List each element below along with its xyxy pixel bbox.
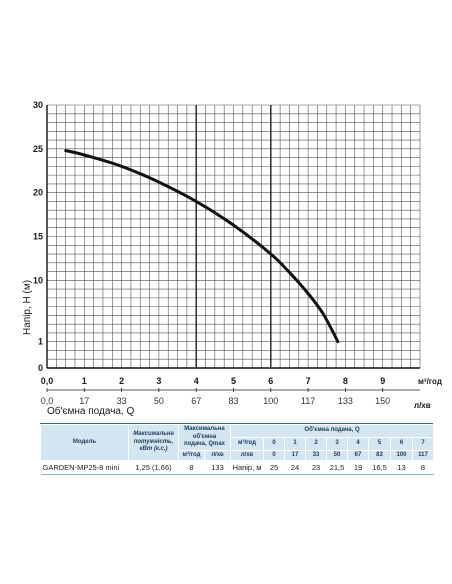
qmax-unit-m3h: м³/год — [178, 449, 205, 461]
y-tick-label: 25 — [33, 144, 43, 154]
grid — [46, 104, 421, 369]
flow-unit-m3h: м³/год — [230, 436, 264, 451]
x-tick-label-lpm: 67 — [191, 396, 201, 406]
flow-m3h-cell: 1 — [284, 436, 306, 451]
x-tick-label-m3h: 2 — [119, 376, 124, 386]
flow-lpm-cell: 50 — [326, 449, 348, 461]
axes — [46, 105, 420, 392]
x-tick-label-m3h: 0,0 — [41, 376, 54, 386]
row-head-value: 25 — [263, 460, 285, 475]
flow-lpm-cell: 17 — [284, 449, 306, 461]
x-tick-label-lpm: 50 — [154, 396, 164, 406]
y-tick-label: 10 — [33, 275, 43, 285]
flow-lpm-cell: 0 — [263, 449, 285, 461]
row-head-value: 19 — [347, 460, 369, 475]
table-header-row-3: м³/год л/хв л/хв 0 17 33 50 67 83 100 11… — [41, 449, 435, 461]
x-unit-m3h: м³/год — [418, 377, 442, 386]
y-tick-label: 30 — [33, 100, 43, 110]
row-model: GARDEN-MP25-8 mini — [40, 460, 129, 475]
row-head-value: 23 — [305, 460, 327, 475]
row-power: 1,25 (1,66) — [128, 460, 179, 475]
flow-m3h-cell: 7 — [411, 436, 435, 451]
y-axis-label: Напір, H (м) — [22, 280, 33, 335]
table-row: GARDEN-MP25-8 mini 1,25 (1,66) 8 133 Нап… — [40, 460, 434, 475]
flow-lpm-cell: 83 — [368, 449, 391, 461]
x-tick-label-lpm: 117 — [301, 396, 315, 406]
header-power: Максимальна потужність, кВт (к.с.) — [128, 424, 179, 461]
x-tick-label-lpm: 17 — [79, 396, 89, 406]
x-tick-label-lpm: 150 — [375, 396, 390, 406]
x-tick-label-m3h: 9 — [380, 376, 385, 386]
x-tick-label-m3h: 3 — [156, 376, 161, 386]
x-tick-label-m3h: 8 — [343, 376, 348, 386]
row-qmax-lpm: 133 — [204, 460, 231, 475]
flow-unit-lpm: л/хв — [230, 449, 264, 461]
performance-curve — [64, 149, 340, 344]
spec-table: Модель Максимальна потужність, кВт (к.с.… — [40, 424, 435, 475]
pump-curve-chart: 0,0 1 2 3 4 5 6 7 8 90,0 17 33 50 67 83 100 117 133 150011… — [22, 100, 442, 417]
x-tick-label-lpm: 83 — [228, 396, 238, 406]
x-tick-label-lpm: 133 — [338, 396, 353, 406]
flow-lpm-cell: 100 — [390, 449, 413, 461]
flow-lpm-cell: 117 — [411, 449, 435, 461]
flow-m3h-cell: 3 — [326, 436, 348, 451]
flow-lpm-cell: 67 — [347, 449, 369, 461]
x-tick-label-m3h: 7 — [306, 376, 311, 386]
x-tick-label-m3h: 4 — [194, 376, 199, 386]
flow-m3h-cell: 4 — [347, 436, 369, 451]
row-head-value: 16,5 — [368, 460, 391, 475]
x-axis-label: Об'ємна подача, Q — [47, 405, 135, 417]
table-header-row-2: м³/год 0 1 2 3 4 5 6 7 — [41, 436, 435, 451]
flow-lpm-cell: 33 — [305, 449, 327, 461]
flow-m3h-cell: 6 — [390, 436, 413, 451]
x-tick-label-m3h: 5 — [231, 376, 236, 386]
curve-series — [64, 149, 340, 344]
x-tick-label-lpm: 100 — [263, 396, 278, 406]
y-tick-label: 0 — [38, 363, 43, 373]
row-head-value: 24 — [284, 460, 306, 475]
flow-m3h-cell: 5 — [368, 436, 391, 451]
x-tick-label-lpm: 33 — [117, 396, 127, 406]
row-head-value: 21,5 — [326, 460, 348, 475]
flow-m3h-cell: 0 — [263, 436, 285, 451]
x-tick-label-lpm: 0,0 — [41, 396, 54, 406]
header-qmax: Максимальна об'ємна подача, Qmax — [178, 424, 231, 451]
y-tick-label: 15 — [33, 232, 43, 242]
row-head-value: 13 — [390, 460, 413, 475]
flow-m3h-cell: 2 — [305, 436, 327, 451]
x-tick-label-m3h: 6 — [268, 376, 273, 386]
y-tick-label: 20 — [33, 188, 43, 198]
table-header-row-1: Модель Максимальна потужність, кВт (к.с.… — [40, 424, 435, 461]
x-unit-lpm: л/хв — [414, 401, 431, 410]
x-tick-label-m3h: 1 — [82, 376, 87, 386]
header-model: Модель — [40, 424, 129, 461]
qmax-unit-lpm: л/хв — [204, 449, 231, 461]
row-qmax-m3h: 8 — [178, 460, 205, 475]
tick-labels: 0,0 1 2 3 4 5 6 7 8 90,0 17 33 50 67 83 100 117 133 150011… — [33, 100, 390, 406]
table-top-rule — [40, 423, 433, 425]
row-head-value: 8 — [412, 460, 434, 475]
y-tick-label: 1 — [38, 337, 43, 347]
row-head-label: Напір, м — [230, 460, 264, 475]
header-flow: Об'ємна подача, Q — [229, 424, 435, 438]
